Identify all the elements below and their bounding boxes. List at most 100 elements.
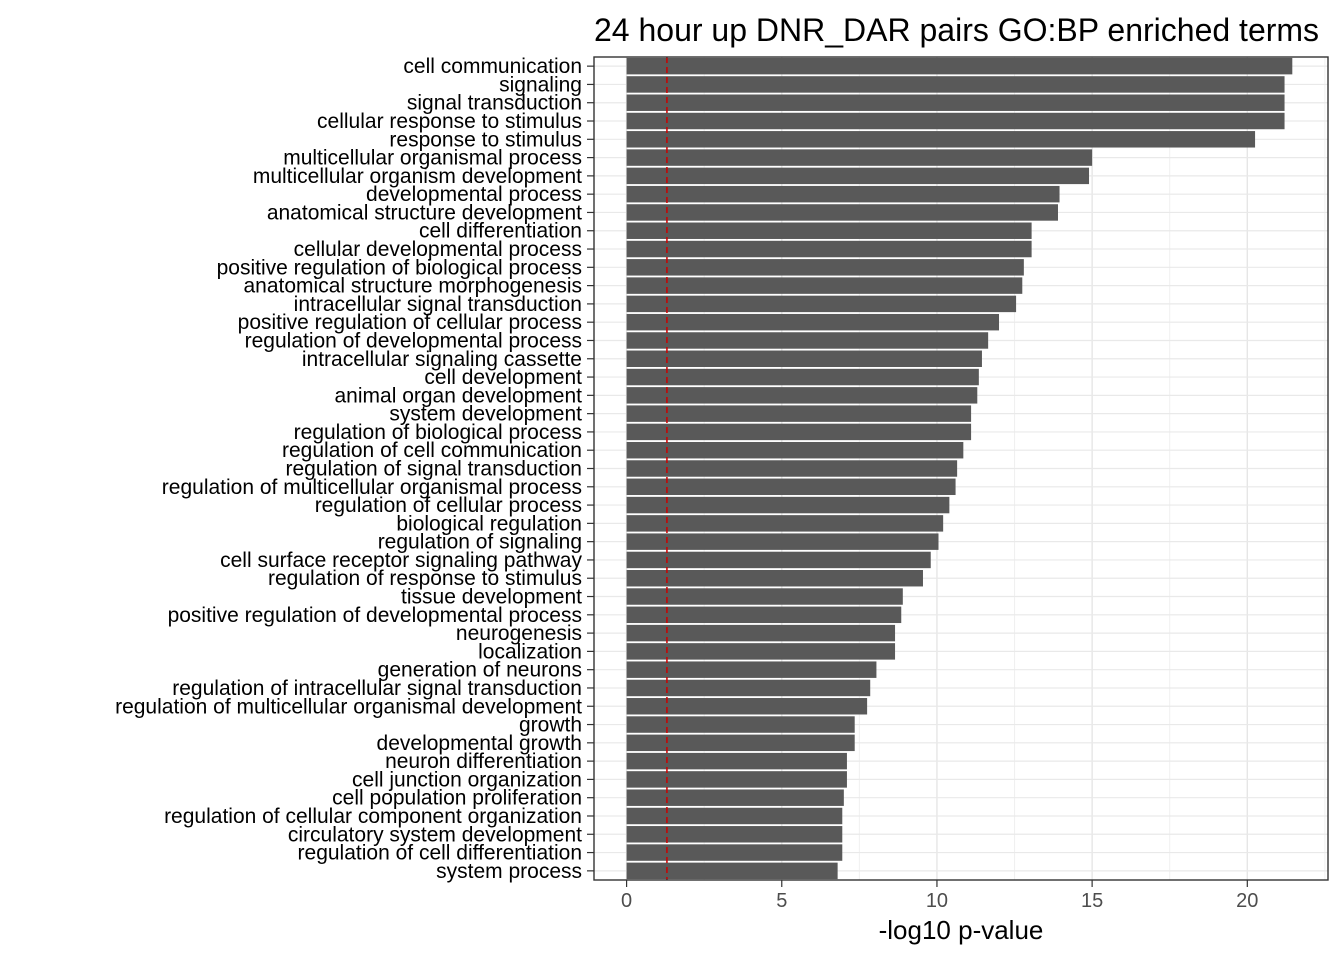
y-tick-label: signal transduction <box>407 92 582 115</box>
y-tick-label: regulation of multicellular organismal d… <box>115 695 582 718</box>
y-tick-label: positive regulation of biological proces… <box>217 256 582 279</box>
bar <box>626 624 896 642</box>
y-tick-label: multicellular organism development <box>253 165 582 188</box>
x-axis-label: -log10 p-value <box>879 915 1044 945</box>
y-tick-label: multicellular organismal process <box>283 147 582 170</box>
bars <box>626 57 1293 880</box>
y-tick-label: growth <box>519 714 582 737</box>
y-tick-label: regulation of signaling <box>378 531 582 554</box>
y-tick-label: regulation of cellular process <box>315 494 582 517</box>
bar <box>626 313 1000 331</box>
y-tick-label: regulation of developmental process <box>245 329 582 352</box>
bar <box>626 771 847 788</box>
y-tick-label: cellular developmental process <box>294 238 582 261</box>
y-tick-label: regulation of cell differentiation <box>298 842 582 865</box>
y-tick-label: cell junction organization <box>352 768 582 791</box>
x-tick-label: 20 <box>1236 890 1258 912</box>
y-tick-label: regulation of multicellular organismal p… <box>162 476 582 499</box>
bar <box>626 716 855 733</box>
y-tick-label: cell population proliferation <box>332 787 582 810</box>
bar <box>626 698 868 715</box>
y-tick-label: cell surface receptor signaling pathway <box>220 549 582 572</box>
bar <box>626 570 923 587</box>
y-tick-label: regulation of cell communication <box>282 439 582 462</box>
y-tick-label: localization <box>478 640 582 663</box>
bar <box>626 295 1017 313</box>
y-tick-label: response to stimulus <box>389 128 582 151</box>
bar <box>626 94 1285 111</box>
bar <box>626 131 1256 148</box>
bar <box>626 661 877 678</box>
bar <box>626 222 1032 239</box>
bar <box>626 862 838 880</box>
bar <box>626 515 944 532</box>
bar <box>626 204 1058 221</box>
y-tick-label: positive regulation of cellular process <box>238 311 582 334</box>
y-tick-label: signaling <box>499 73 582 96</box>
y-tick-label: anatomical structure morphogenesis <box>243 275 582 298</box>
y-tick-label: system development <box>389 403 582 426</box>
y-tick-label: positive regulation of developmental pro… <box>168 604 582 627</box>
bar <box>626 387 978 404</box>
chart-title: 24 hour up DNR_DAR pairs GO:BP enriched … <box>594 12 1319 48</box>
y-tick-label: regulation of response to stimulus <box>268 567 582 590</box>
bar <box>626 752 847 770</box>
bar <box>626 259 1024 276</box>
bar <box>626 789 844 806</box>
bar <box>626 826 843 843</box>
bar <box>626 844 843 861</box>
bar <box>626 405 972 422</box>
bar <box>626 643 896 660</box>
y-tick-label: neurogenesis <box>456 622 582 645</box>
bar <box>626 588 903 605</box>
y-tick-label: biological regulation <box>396 512 582 535</box>
bar <box>626 441 964 459</box>
bar <box>626 460 958 477</box>
bar <box>626 533 939 550</box>
bar <box>626 606 902 624</box>
bar <box>626 112 1285 130</box>
y-tick-label: regulation of cellular component organiz… <box>164 805 582 828</box>
bar <box>626 368 979 386</box>
x-tick-label: 0 <box>621 890 632 912</box>
bar <box>626 277 1023 294</box>
x-tick-label: 15 <box>1081 890 1103 912</box>
y-tick-label: intracellular signaling cassette <box>302 348 582 371</box>
bar <box>626 76 1285 93</box>
bar <box>626 734 855 752</box>
y-tick-label: neuron differentiation <box>385 750 582 773</box>
y-tick-label: intracellular signal transduction <box>294 293 582 316</box>
y-tick-label: regulation of biological process <box>294 421 582 444</box>
bar <box>626 350 982 367</box>
y-tick-label: developmental process <box>366 183 582 206</box>
bar <box>626 185 1060 203</box>
y-tick-label: regulation of signal transduction <box>285 458 582 481</box>
y-tick-label: generation of neurons <box>378 659 582 682</box>
y-tick-label: cell communication <box>403 55 582 78</box>
y-tick-label: system process <box>436 860 582 883</box>
bar <box>626 167 1090 185</box>
y-tick-label: animal organ development <box>335 384 583 407</box>
bar <box>626 551 931 569</box>
y-tick-label: cell development <box>424 366 582 389</box>
y-tick-label: developmental growth <box>377 732 582 755</box>
bar <box>626 240 1032 258</box>
y-tick-label: cell differentiation <box>419 220 582 243</box>
y-tick-label: cellular response to stimulus <box>317 110 582 133</box>
bar <box>626 496 950 514</box>
y-tick-label: circulatory system development <box>288 823 582 846</box>
x-tick-label: 10 <box>926 890 948 912</box>
bar <box>626 478 956 496</box>
x-axis: 0 5 10 15 20 <box>621 880 1258 912</box>
bar <box>626 332 989 349</box>
x-tick-label: 5 <box>776 890 787 912</box>
y-tick-label: anatomical structure development <box>267 201 582 224</box>
bar <box>626 679 871 697</box>
y-tick-label: regulation of intracellular signal trans… <box>172 677 582 700</box>
bar <box>626 807 843 825</box>
bar <box>626 57 1293 75</box>
y-tick-label: tissue development <box>401 586 582 609</box>
bar <box>626 423 972 441</box>
